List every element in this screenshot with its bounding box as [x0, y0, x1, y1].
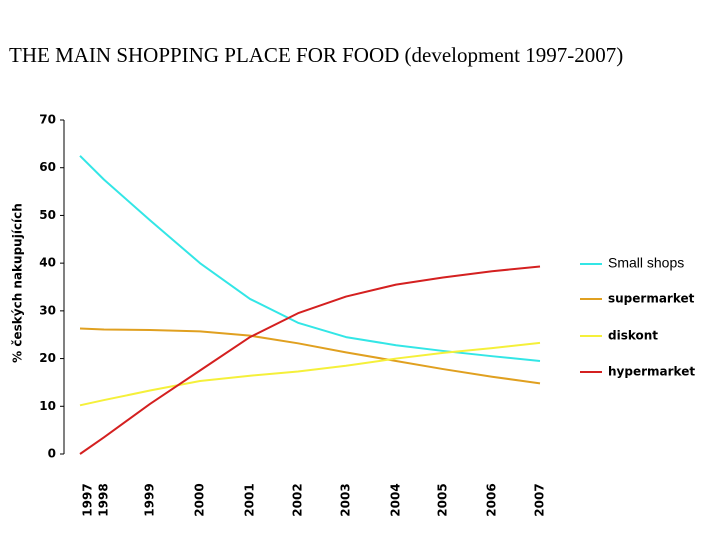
x-tick-label: 1999: [143, 483, 157, 516]
x-tick-label: 1998: [97, 483, 111, 516]
x-tick-label: 2005: [436, 483, 450, 516]
legend-label: Small shops: [608, 255, 684, 271]
series-line: [79, 341, 541, 407]
series-line: [79, 155, 541, 362]
y-tick-label: 60: [39, 160, 56, 174]
y-tick-label: 10: [39, 399, 56, 413]
legend-label: hypermarket: [608, 365, 695, 379]
y-tick-label: 50: [39, 208, 56, 222]
x-tick-label: 1997: [81, 483, 95, 516]
x-tick-label: 2001: [243, 483, 257, 516]
chart-title: THE MAIN SHOPPING PLACE FOR FOOD (develo…: [9, 43, 623, 67]
x-tick-label: 2000: [193, 483, 207, 516]
x-tick-label: 2006: [485, 483, 499, 516]
x-tick-label: 2002: [291, 483, 305, 516]
y-tick-label: 70: [39, 113, 56, 127]
y-tick-label: 20: [39, 351, 56, 365]
y-tick-label: 40: [39, 256, 56, 270]
y-tick-label: 30: [39, 303, 56, 317]
y-tick-label: 0: [48, 447, 56, 461]
x-tick-label: 2004: [389, 483, 403, 516]
legend-label: diskont: [608, 329, 658, 343]
x-tick-label: 2007: [533, 483, 547, 516]
x-tick-label: 2003: [339, 483, 353, 516]
legend-label: supermarket: [608, 292, 695, 306]
y-axis-title: % českých nakupujících: [11, 203, 25, 363]
series-line: [79, 265, 541, 455]
series-line: [79, 327, 541, 385]
